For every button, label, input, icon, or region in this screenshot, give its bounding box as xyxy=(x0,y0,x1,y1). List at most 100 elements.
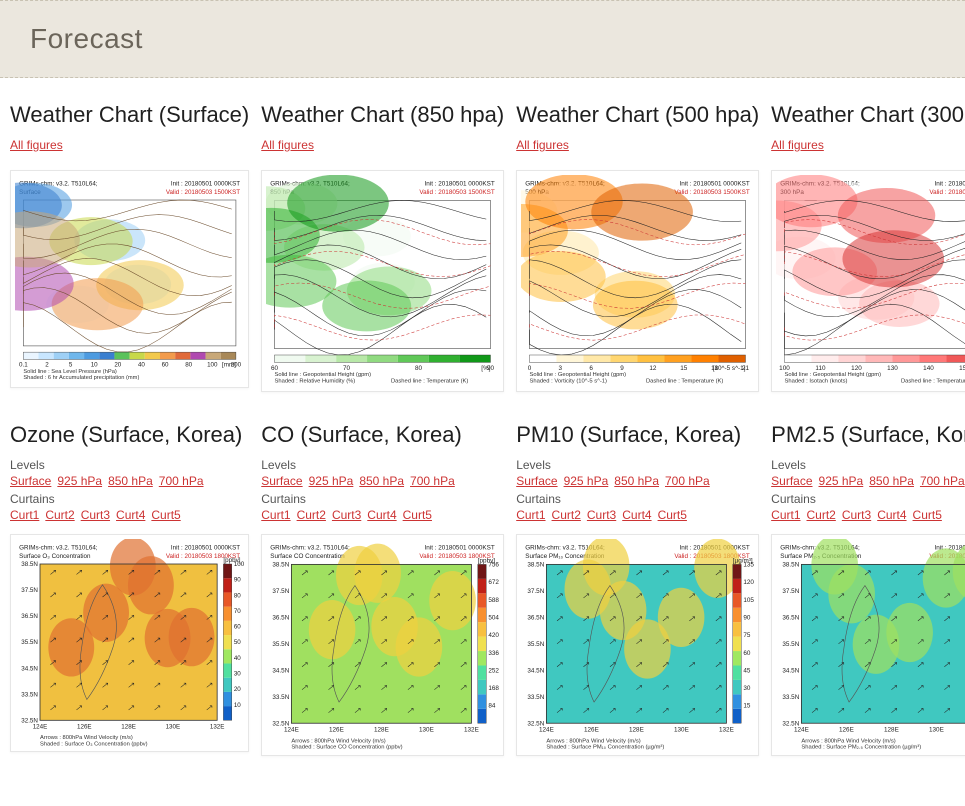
link-925-hpa[interactable]: 925 hPa xyxy=(309,474,354,488)
link-curt4[interactable]: Curt4 xyxy=(367,508,396,522)
link-surface[interactable]: Surface xyxy=(261,474,302,488)
chart-figure[interactable]: GRIMs-chm: v3.2. T510L64;Surface CO Conc… xyxy=(261,534,504,756)
chart-figure[interactable]: GRIMs-chm: v3.2. T510L64;850 hPaInit : 2… xyxy=(261,170,504,392)
link-curt3[interactable]: Curt3 xyxy=(587,508,616,522)
page-header: Forecast xyxy=(0,0,965,78)
svg-text:34.5N: 34.5N xyxy=(21,665,38,672)
svg-text:Dashed line : Temperature (K): Dashed line : Temperature (K) xyxy=(391,379,468,385)
svg-text:80: 80 xyxy=(185,362,192,369)
link-curt4[interactable]: Curt4 xyxy=(116,508,145,522)
svg-text:75: 75 xyxy=(744,632,752,639)
link-curt3[interactable]: Curt3 xyxy=(81,508,110,522)
link-curt5[interactable]: Curt5 xyxy=(658,508,687,522)
svg-text:38.5N: 38.5N xyxy=(21,561,38,568)
svg-text:Init : 20180501 0000KST: Init : 20180501 0000KST xyxy=(425,181,495,188)
chart-figure[interactable]: GRIMs-chm: v3.2. T510L64;Surface PM₁₀ Co… xyxy=(516,534,759,756)
svg-text:Valid : 20180503 1500KST: Valid : 20180503 1500KST xyxy=(420,189,495,196)
svg-text:10: 10 xyxy=(91,362,98,369)
link-curt3[interactable]: Curt3 xyxy=(332,508,361,522)
svg-text:80: 80 xyxy=(234,592,241,599)
svg-text:124E: 124E xyxy=(33,723,48,730)
svg-text:5: 5 xyxy=(69,362,73,369)
svg-text:GRIMs-chm: v3.2. T510L64;: GRIMs-chm: v3.2. T510L64; xyxy=(270,544,350,551)
svg-text:90: 90 xyxy=(744,614,752,621)
svg-text:105: 105 xyxy=(744,597,755,604)
link-850-hpa[interactable]: 850 hPa xyxy=(108,474,153,488)
panel-title: PM2.5 (Surface, Korea) xyxy=(771,422,965,448)
link-925-hpa[interactable]: 925 hPa xyxy=(819,474,864,488)
link-curt1[interactable]: Curt1 xyxy=(261,508,290,522)
svg-text:70: 70 xyxy=(234,608,241,615)
panel-title: Ozone (Surface, Korea) xyxy=(10,422,249,448)
link-850-hpa[interactable]: 850 hPa xyxy=(869,474,914,488)
svg-text:34.5N: 34.5N xyxy=(273,667,290,674)
panel-weather-300: Weather Chart (300 hpa) All figures GRIM… xyxy=(771,102,965,392)
svg-text:130E: 130E xyxy=(419,726,434,733)
link-curt4[interactable]: Curt4 xyxy=(877,508,906,522)
svg-text:30: 30 xyxy=(744,685,752,692)
svg-text:128E: 128E xyxy=(121,723,136,730)
link-700-hpa[interactable]: 700 hPa xyxy=(920,474,965,488)
panel-title: PM10 (Surface, Korea) xyxy=(516,422,759,448)
svg-text:Surface O₃ Concentration: Surface O₃ Concentration xyxy=(19,553,91,560)
svg-text:Shaded : Vorticity (10^-5 s^-1: Shaded : Vorticity (10^-5 s^-1) xyxy=(530,379,608,385)
curtain-links: Curt1 Curt2 Curt3 Curt4 Curt5 xyxy=(10,508,187,522)
svg-text:40: 40 xyxy=(234,655,241,662)
link-850-hpa[interactable]: 850 hPa xyxy=(614,474,659,488)
chart-figure[interactable]: GRIMs-chm: v3.2. T510L64;500 hPaInit : 2… xyxy=(516,170,759,392)
svg-text:Arrows : 800hPa Wind Velocity: Arrows : 800hPa Wind Velocity (m/s) xyxy=(40,735,133,741)
all-figures-link[interactable]: All figures xyxy=(10,138,243,152)
link-curt1[interactable]: Curt1 xyxy=(10,508,39,522)
svg-text:[µg/m³]: [µg/m³] xyxy=(733,557,753,564)
link-925-hpa[interactable]: 925 hPa xyxy=(57,474,102,488)
all-figures-link[interactable]: All figures xyxy=(771,138,965,152)
svg-text:124E: 124E xyxy=(794,726,809,733)
svg-text:100: 100 xyxy=(779,365,790,372)
link-curt2[interactable]: Curt2 xyxy=(552,508,581,522)
svg-text:Shaded : Surface PM₁₀ Concentr: Shaded : Surface PM₁₀ Concentration (µg/… xyxy=(547,744,665,750)
chart-figure[interactable]: GRIMs-chm: v3.2. T510L64;SurfaceInit : 2… xyxy=(10,170,249,388)
link-curt1[interactable]: Curt1 xyxy=(516,508,545,522)
all-figures-link[interactable]: All figures xyxy=(261,138,498,152)
svg-text:336: 336 xyxy=(489,650,500,657)
link-700-hpa[interactable]: 700 hPa xyxy=(410,474,455,488)
link-curt5[interactable]: Curt5 xyxy=(151,508,180,522)
link-curt3[interactable]: Curt3 xyxy=(842,508,871,522)
link-curt2[interactable]: Curt2 xyxy=(297,508,326,522)
link-curt5[interactable]: Curt5 xyxy=(913,508,942,522)
levels-label: Levels xyxy=(10,458,45,472)
panel-weather-surface: Weather Chart (Surface) All figures GRIM… xyxy=(10,102,249,392)
link-925-hpa[interactable]: 925 hPa xyxy=(564,474,609,488)
panel-weather-850: Weather Chart (850 hpa) All figures GRIM… xyxy=(261,102,504,392)
link-curt2[interactable]: Curt2 xyxy=(807,508,836,522)
all-figures-link[interactable]: All figures xyxy=(516,138,753,152)
link-700-hpa[interactable]: 700 hPa xyxy=(159,474,204,488)
link-curt5[interactable]: Curt5 xyxy=(403,508,432,522)
chart-figure[interactable]: GRIMs-chm: v3.2. T510L64;300 hPaInit : 2… xyxy=(771,170,965,392)
svg-text:34.5N: 34.5N xyxy=(528,667,545,674)
chart-figure[interactable]: GRIMs-chm: v3.2. T510L64;Surface PM₂.₅ C… xyxy=(771,534,965,756)
svg-text:45: 45 xyxy=(744,667,752,674)
link-surface[interactable]: Surface xyxy=(516,474,557,488)
link-curt4[interactable]: Curt4 xyxy=(622,508,651,522)
link-curt2[interactable]: Curt2 xyxy=(45,508,74,522)
link-850-hpa[interactable]: 850 hPa xyxy=(359,474,404,488)
svg-text:124E: 124E xyxy=(539,726,554,733)
svg-text:38.5N: 38.5N xyxy=(273,561,290,568)
link-surface[interactable]: Surface xyxy=(771,474,812,488)
svg-text:Init : 20180501 0000KST: Init : 20180501 0000KST xyxy=(935,181,965,188)
panel-pm25: PM2.5 (Surface, Korea) LevelsSurface925 … xyxy=(771,422,965,756)
svg-text:128E: 128E xyxy=(629,726,644,733)
svg-text:130E: 130E xyxy=(929,726,944,733)
svg-text:[ppbv]: [ppbv] xyxy=(223,557,240,564)
svg-text:128E: 128E xyxy=(884,726,899,733)
link-surface[interactable]: Surface xyxy=(10,474,51,488)
svg-text:Solid line : Sea Level Pressur: Solid line : Sea Level Pressure (hPa) xyxy=(23,369,117,375)
chart-figure[interactable]: GRIMs-chm: v3.2. T510L64;Surface O₃ Conc… xyxy=(10,534,249,752)
levels-row: Levels Surface 925 hPa 850 hPa 700 hPa xyxy=(10,458,249,488)
svg-text:6: 6 xyxy=(590,365,594,372)
svg-text:36.5N: 36.5N xyxy=(783,614,800,621)
link-700-hpa[interactable]: 700 hPa xyxy=(665,474,710,488)
link-curt1[interactable]: Curt1 xyxy=(771,508,800,522)
panel-pm10: PM10 (Surface, Korea) LevelsSurface925 h… xyxy=(516,422,759,756)
